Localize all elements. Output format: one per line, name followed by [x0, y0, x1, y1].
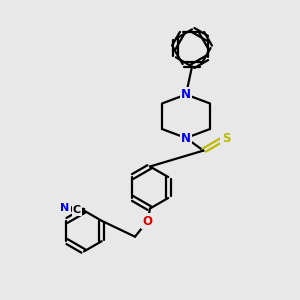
Text: N: N	[60, 203, 69, 213]
Text: S: S	[222, 132, 230, 145]
Text: C: C	[73, 205, 81, 215]
Text: N: N	[181, 131, 191, 145]
Text: O: O	[142, 214, 153, 228]
Text: N: N	[181, 88, 191, 101]
